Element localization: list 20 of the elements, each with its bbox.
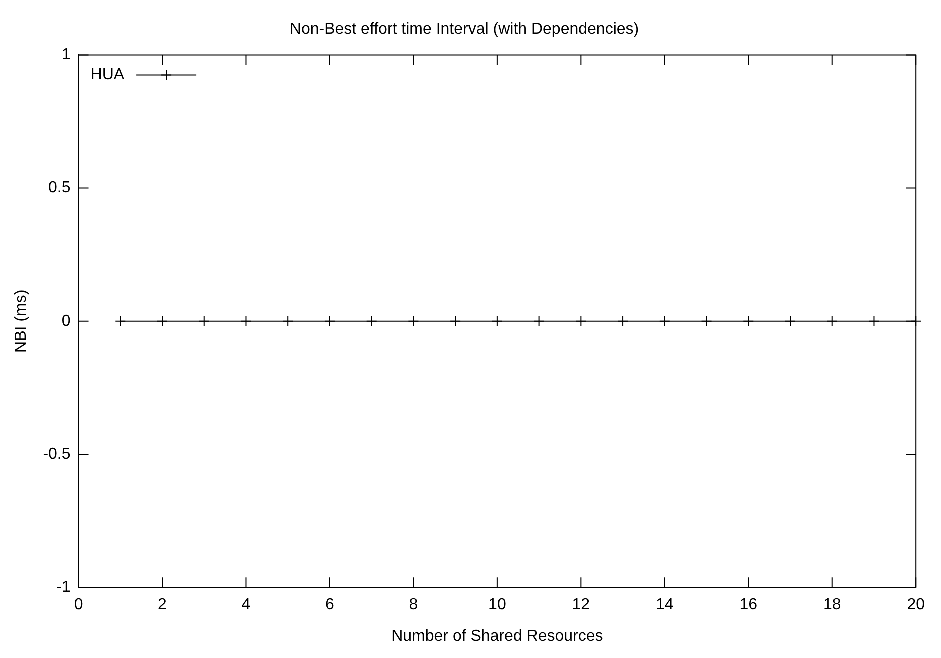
- chart-title: Non-Best effort time Interval (with Dependencies): [290, 21, 640, 38]
- x-tick-label: 12: [572, 596, 590, 614]
- y-tick-label: 1: [62, 46, 71, 64]
- x-tick-label: 0: [74, 596, 84, 614]
- y-tick-label: -1: [56, 579, 71, 596]
- x-tick-label: 4: [242, 596, 251, 614]
- x-tick-label: 18: [823, 596, 842, 614]
- y-tick-label: 0: [62, 312, 71, 330]
- x-tick-label: 14: [656, 596, 674, 614]
- y-tick-label: 0.5: [48, 180, 71, 197]
- x-tick-label: 16: [740, 596, 758, 614]
- x-tick-label: 10: [488, 596, 506, 614]
- x-tick-label: 20: [907, 596, 926, 614]
- y-axis-title: NBI (ms): [13, 290, 30, 353]
- x-axis-title: Number of Shared Resources: [392, 628, 604, 645]
- x-tick-label: 8: [409, 596, 418, 614]
- legend-label: HUA: [90, 66, 125, 84]
- y-tick-label: -0.5: [43, 446, 71, 463]
- x-tick-label: 2: [158, 596, 168, 614]
- x-tick-label: 6: [326, 596, 335, 614]
